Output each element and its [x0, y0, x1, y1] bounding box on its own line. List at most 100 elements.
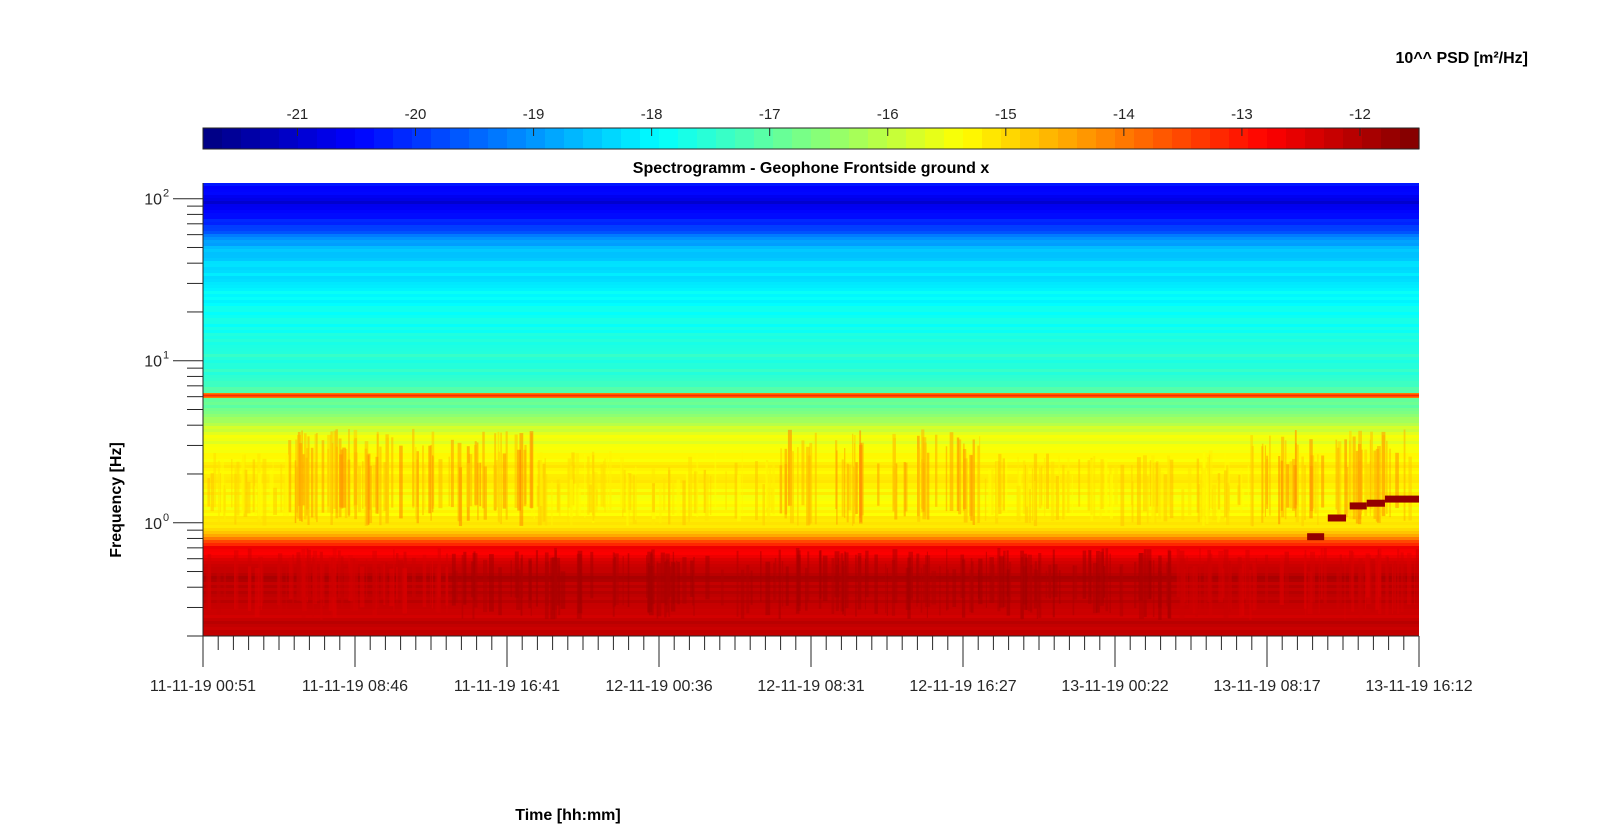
streak — [988, 469, 992, 517]
streak — [1241, 488, 1245, 507]
streak — [1301, 456, 1304, 527]
streak — [328, 556, 334, 611]
colorbar-tick-label: -14 — [1113, 106, 1135, 123]
frequency-band — [203, 546, 1419, 550]
x-axis: 11-11-19 00:51 11-11-19 08:46 11-11-19 16:… — [150, 635, 1473, 695]
streak — [207, 478, 210, 507]
frequency-band — [203, 414, 1419, 418]
streak — [620, 489, 622, 506]
y-tick-label: 10 — [144, 516, 162, 533]
colorbar-tick-label: -19 — [523, 106, 545, 123]
streak — [344, 448, 348, 519]
colorbar-tick-label: -20 — [405, 106, 427, 123]
streak — [314, 433, 317, 518]
streak — [358, 466, 362, 513]
streak — [262, 458, 267, 526]
streak — [844, 566, 847, 599]
streak — [755, 461, 758, 521]
streak — [1038, 552, 1042, 618]
streak — [342, 447, 346, 508]
streak — [472, 552, 475, 620]
streak — [1381, 431, 1386, 516]
frequency-band — [203, 336, 1419, 340]
colorbar-segment — [469, 128, 489, 149]
streak — [247, 481, 251, 514]
streak — [1192, 565, 1198, 614]
streak — [1397, 548, 1400, 614]
streak — [236, 461, 240, 516]
streak — [1109, 553, 1111, 614]
colorbar-segment — [1362, 128, 1382, 149]
streak — [1104, 457, 1108, 514]
streak — [483, 466, 487, 520]
streak — [1120, 464, 1125, 527]
colorbar-segment — [830, 128, 850, 149]
streak — [431, 560, 434, 609]
streak — [1025, 557, 1028, 610]
streak — [1245, 549, 1250, 605]
streak — [945, 446, 948, 512]
frequency-band — [203, 234, 1419, 238]
frequency-band — [203, 432, 1419, 436]
streak — [693, 471, 698, 514]
streak — [1369, 460, 1371, 517]
frequency-band — [203, 534, 1419, 538]
streak — [1002, 458, 1005, 511]
streak — [1378, 553, 1382, 598]
streak — [1186, 556, 1188, 606]
colorbar-segment — [1305, 128, 1325, 149]
streak — [1154, 481, 1157, 524]
streak — [780, 448, 782, 512]
streak — [614, 556, 616, 607]
streak — [908, 551, 913, 601]
streak — [1208, 454, 1211, 510]
streak — [622, 556, 624, 606]
streak — [590, 551, 594, 599]
streak — [714, 450, 717, 509]
streak — [632, 475, 637, 525]
streak — [555, 557, 561, 606]
streak — [258, 556, 263, 607]
colorbar-ticks: -21 -20 -19 -18 -17 -16 -15 -14 -13 -12 — [287, 106, 1371, 136]
streak — [571, 452, 575, 506]
streak — [627, 553, 630, 608]
streak — [656, 561, 659, 619]
streak — [536, 485, 539, 507]
frequency-band — [203, 363, 1419, 367]
frequency-band — [203, 600, 1419, 604]
streak — [606, 455, 608, 512]
streak — [840, 553, 844, 612]
streak — [886, 568, 888, 616]
streak — [1103, 566, 1106, 598]
streak — [1003, 550, 1006, 607]
streak — [422, 554, 427, 608]
streak — [1346, 466, 1349, 518]
frequency-band — [203, 576, 1419, 580]
colorbar-tick-label: -15 — [995, 106, 1017, 123]
streak — [310, 447, 314, 518]
streak — [1199, 548, 1201, 612]
colorbar-segment — [507, 128, 527, 149]
frequency-band — [203, 351, 1419, 355]
colorbar-tick-label: -18 — [641, 106, 663, 123]
frequency-band — [203, 204, 1419, 208]
streak — [327, 448, 330, 507]
streak — [662, 478, 666, 511]
colorbar-segment — [431, 128, 451, 149]
streak — [537, 460, 542, 526]
stepped-tone — [1349, 502, 1367, 510]
streak — [646, 555, 648, 599]
colorbar-segment — [621, 128, 641, 149]
streak — [1169, 459, 1174, 519]
frequency-band — [203, 573, 1419, 577]
streak — [656, 563, 662, 617]
streak — [530, 558, 532, 616]
streak — [1138, 553, 1144, 620]
frequency-band — [203, 435, 1419, 439]
streak — [489, 554, 494, 612]
streak — [904, 462, 908, 512]
streak — [1082, 550, 1087, 599]
frequency-band — [203, 558, 1419, 562]
streak — [1389, 448, 1391, 518]
y-tick-exponent: 1 — [163, 350, 169, 362]
